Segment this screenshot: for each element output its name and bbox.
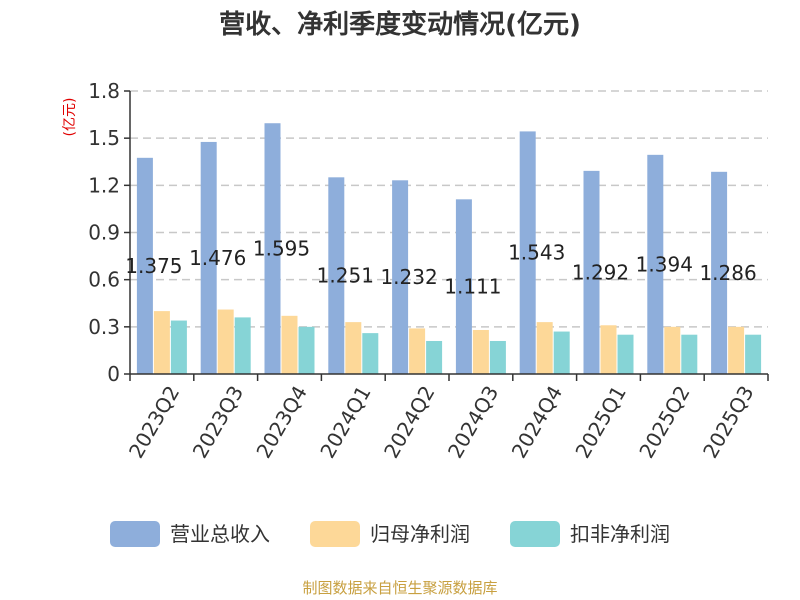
y-axis-unit: (亿元): [62, 98, 78, 137]
bar-营业总收入-2024Q1: [328, 177, 345, 374]
bar-扣非净利润-2024Q3: [489, 340, 506, 374]
x-tick-label: 2024Q3: [443, 382, 503, 463]
bar-归母净利润-2024Q3: [472, 329, 489, 374]
bar-归母净利润-2025Q3: [728, 326, 745, 374]
bar-归母净利润-2024Q4: [536, 322, 553, 374]
bar-归母净利润-2024Q2: [409, 328, 426, 374]
legend-label: 扣非净利润: [570, 522, 670, 546]
legend-item-扣非净利润[interactable]: 扣非净利润: [510, 521, 670, 547]
bar-归母净利润-2023Q3: [217, 309, 234, 374]
data-labels: 1.375 1.476 1.595 1.251 1.232 1.111 1.543 1.292…: [125, 237, 756, 299]
chart-title: 营收、净利季度变动情况(亿元): [219, 9, 581, 40]
bar-归母净利润-2025Q1: [600, 325, 617, 374]
y-tick-label: 0: [107, 362, 120, 386]
bar-营业总收入-2025Q2: [647, 154, 664, 374]
bar-营业总收入-2025Q1: [583, 170, 600, 374]
axes: [129, 91, 769, 381]
x-tick-label: 2025Q3: [698, 382, 758, 463]
bar-扣非净利润-2025Q2: [681, 334, 698, 374]
bar-营业总收入-2023Q3: [200, 141, 217, 374]
data-label: 1.232: [380, 265, 437, 289]
bar-营业总收入-2025Q3: [711, 171, 728, 374]
legend-label: 营业总收入: [170, 522, 270, 546]
y-tick-label: 1.2: [88, 173, 120, 197]
bar-营业总收入-2024Q3: [455, 199, 472, 374]
legend-swatch: [110, 521, 160, 547]
bar-扣非净利润-2025Q3: [745, 334, 762, 374]
x-tick-label: 2024Q1: [315, 382, 375, 463]
data-label: 1.292: [572, 260, 629, 284]
bar-营业总收入-2024Q2: [392, 180, 409, 374]
legend-swatch: [510, 521, 560, 547]
bar-营业总收入-2024Q4: [519, 131, 536, 374]
legend-item-归母净利润[interactable]: 归母净利润: [310, 521, 470, 547]
bar-营业总收入-2023Q2: [136, 157, 153, 374]
data-label: 1.543: [508, 241, 565, 265]
source-note: 制图数据来自恒生聚源数据库: [302, 579, 497, 597]
bar-归母净利润-2023Q2: [153, 311, 170, 374]
legend-swatch: [310, 521, 360, 547]
bar-归母净利润-2023Q4: [281, 315, 298, 374]
bar-扣非净利润-2025Q1: [617, 334, 634, 374]
legend-item-营业总收入[interactable]: 营业总收入: [110, 521, 270, 547]
y-tick-label: 1.8: [88, 79, 120, 103]
data-label: 1.476: [189, 246, 246, 270]
bar-扣非净利润-2024Q1: [362, 333, 379, 374]
x-tick-label: 2024Q2: [379, 382, 439, 463]
y-tick-label: 0.3: [88, 315, 120, 339]
legend-label: 归母净利润: [370, 522, 470, 546]
bar-扣非净利润-2024Q2: [426, 340, 443, 374]
x-tick-label: 2024Q4: [507, 382, 567, 463]
bar-扣非净利润-2023Q4: [298, 326, 315, 374]
x-tick-label: 2025Q2: [634, 382, 694, 463]
x-tick-label: 2023Q4: [251, 382, 311, 463]
bar-归母净利润-2025Q2: [664, 326, 681, 374]
y-tick-labels: 0 0.3 0.6 0.9 1.2 1.5 1.8: [88, 79, 120, 386]
x-tick-label: 2023Q2: [124, 382, 184, 463]
x-tick-labels: 2023Q2 2023Q3 2023Q4 2024Q1 2024Q2 2024Q3 2024…: [124, 382, 759, 463]
bar-扣非净利润-2023Q3: [234, 317, 251, 374]
x-tick-label: 2023Q3: [188, 382, 248, 463]
bar-扣非净利润-2024Q4: [553, 331, 570, 374]
y-tick-label: 1.5: [88, 126, 120, 150]
bar-series: [136, 123, 762, 374]
legend[interactable]: 营业总收入 归母净利润 扣非净利润: [110, 521, 670, 547]
data-label: 1.286: [699, 261, 756, 285]
y-tick-label: 0.6: [88, 268, 120, 292]
bar-营业总收入-2023Q4: [264, 123, 281, 374]
y-tick-label: 0.9: [88, 221, 120, 245]
data-label: 1.394: [636, 252, 693, 276]
bar-扣非净利润-2023Q2: [170, 320, 187, 374]
data-label: 1.251: [317, 264, 374, 288]
data-label: 1.375: [125, 254, 182, 278]
x-tick-label: 2025Q1: [570, 382, 630, 463]
data-label: 1.595: [253, 237, 310, 261]
bar-归母净利润-2024Q1: [345, 322, 362, 374]
data-label: 1.111: [444, 275, 501, 299]
